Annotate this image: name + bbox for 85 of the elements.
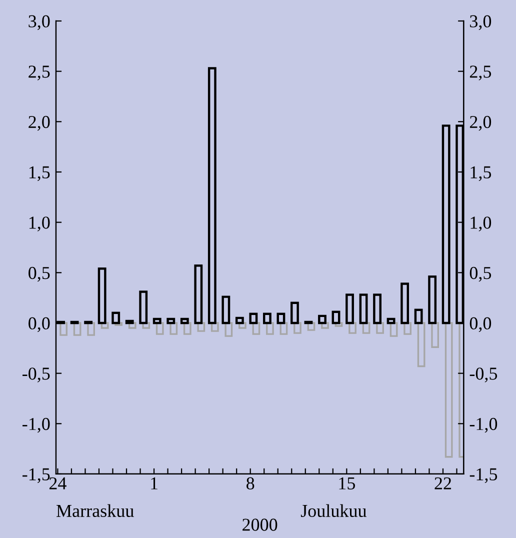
bar	[73, 322, 82, 336]
bar	[128, 322, 136, 329]
bar	[70, 320, 79, 324]
bar	[373, 294, 382, 324]
bar	[249, 312, 258, 324]
y-tick-label: 3,0	[28, 15, 50, 30]
bar	[197, 322, 206, 332]
bar	[139, 290, 148, 324]
y-tick-label: 2,5	[28, 66, 50, 80]
y2-tick-label: 1,5	[470, 166, 492, 182]
y-tick-label: -1,5	[22, 468, 50, 484]
bar	[290, 302, 299, 324]
bar	[321, 322, 329, 329]
bar	[442, 124, 450, 324]
bar	[390, 322, 398, 337]
y2-tick-label: -1,5	[470, 468, 498, 484]
bar	[235, 316, 244, 324]
bar	[262, 312, 272, 324]
y-tick-label: 2,0	[28, 116, 50, 131]
bar	[359, 294, 368, 324]
bar	[224, 322, 233, 337]
bar	[346, 294, 354, 324]
text: Marraskuu	[56, 504, 134, 517]
y-tick-label: -1,0	[22, 418, 50, 433]
bar	[276, 312, 286, 324]
x-tick-label: 15	[339, 477, 355, 490]
bar	[444, 322, 453, 458]
bar	[238, 322, 246, 329]
bar	[386, 318, 396, 324]
x-tick-label: 1	[151, 477, 158, 490]
bar	[431, 322, 440, 348]
bar	[414, 308, 423, 324]
bar	[280, 322, 288, 335]
y2-tick-label: -0,5	[470, 368, 498, 382]
bar	[125, 320, 134, 324]
bar	[60, 322, 68, 336]
bar	[332, 310, 340, 324]
bar	[170, 322, 178, 335]
bar	[166, 318, 176, 324]
y2-tick-label: 0,0	[470, 317, 492, 332]
bar	[98, 268, 106, 324]
bar	[84, 320, 93, 324]
bar	[100, 322, 109, 329]
bar	[417, 322, 426, 368]
bar	[114, 322, 123, 326]
y2-tick-label: 1,0	[470, 216, 492, 232]
bar	[334, 322, 343, 327]
x-axis-title: 2000	[242, 518, 278, 531]
bar	[87, 322, 96, 336]
y2-tick-label: 3,0	[470, 15, 492, 30]
y2-tick-label: 2,0	[470, 116, 492, 131]
bar	[208, 67, 216, 324]
y-tick-label: -0,5	[22, 368, 50, 382]
y-tick-label: 1,0	[29, 216, 50, 232]
bar	[210, 322, 219, 332]
x-tick-label: 8	[246, 477, 254, 490]
bar	[142, 322, 150, 329]
bar	[376, 322, 384, 334]
x-tick-label: 22	[434, 477, 452, 490]
text: Joulukuu	[300, 504, 366, 517]
bar	[294, 322, 302, 334]
bar	[404, 322, 412, 335]
bar	[194, 264, 203, 324]
y2-tick-label: 2,5	[470, 66, 492, 80]
bar	[307, 322, 316, 331]
y-tick-label: 1,5	[29, 166, 50, 182]
bar	[183, 322, 192, 335]
bar	[152, 318, 162, 324]
bar	[304, 320, 313, 324]
bar	[252, 322, 260, 335]
bar	[266, 322, 274, 335]
bar	[428, 276, 437, 324]
y-tick-label: 0,5	[28, 266, 50, 282]
bar	[318, 314, 326, 324]
bar	[362, 322, 370, 334]
bar	[156, 322, 164, 335]
y2-tick-label: 0,5	[470, 266, 492, 282]
bar	[400, 282, 410, 324]
bar	[222, 296, 230, 324]
bar	[180, 318, 189, 324]
bar	[348, 322, 356, 334]
x-tick-label: 24	[49, 477, 66, 490]
y-tick-label: 0,0	[28, 317, 50, 332]
y2-tick-label: -1,0	[470, 418, 498, 433]
bar	[112, 312, 120, 324]
